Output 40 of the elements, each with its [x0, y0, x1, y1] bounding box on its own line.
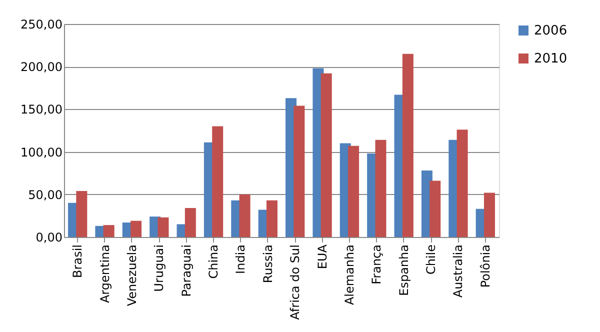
legend-label: 2010 [534, 52, 568, 66]
x-tick-label: Espanha [396, 244, 411, 296]
legend-label: 2006 [534, 24, 568, 38]
x-tick-label: India [234, 244, 248, 274]
x-tick-label: Africa do Sul [288, 244, 302, 320]
bar [130, 220, 142, 237]
x-tick-label: EUA [315, 244, 330, 270]
bar [456, 130, 468, 237]
y-tick-label: 150,00 [20, 102, 62, 117]
x-tick-label: Argentina [98, 244, 112, 304]
x-tick-label: Australia [451, 244, 466, 298]
x-tick-label: Russia [260, 244, 275, 284]
x-tick-label: Venezuela [124, 244, 139, 306]
bar [76, 190, 88, 237]
y-tick-label: 200,00 [20, 60, 62, 74]
x-tick-label: França [370, 244, 384, 284]
bar [294, 106, 305, 237]
bar [158, 217, 169, 237]
bar [103, 225, 114, 237]
x-tick-label: Polônia [478, 244, 492, 288]
bar [375, 140, 386, 237]
bar [348, 146, 360, 237]
y-tick-label: 0,00 [36, 230, 62, 244]
bar [430, 180, 441, 237]
bar [212, 126, 224, 237]
bar [320, 73, 332, 237]
y-tick-label: 100,00 [20, 145, 62, 160]
bar [184, 208, 196, 237]
bar [239, 194, 250, 237]
x-tick-label: China [206, 244, 221, 279]
y-tick-label: 50,00 [28, 188, 62, 202]
x-tick-label: Uruguai [152, 244, 166, 292]
bar [266, 200, 278, 237]
bar [402, 54, 414, 237]
y-tick-label: 250,00 [20, 18, 62, 32]
x-tick-label: Chile [424, 244, 438, 275]
x-tick-label: Brasil [70, 244, 85, 278]
x-tick-label: Paraguai [179, 244, 194, 297]
x-tick-label: Alemanha [342, 244, 356, 306]
bar [484, 192, 495, 237]
